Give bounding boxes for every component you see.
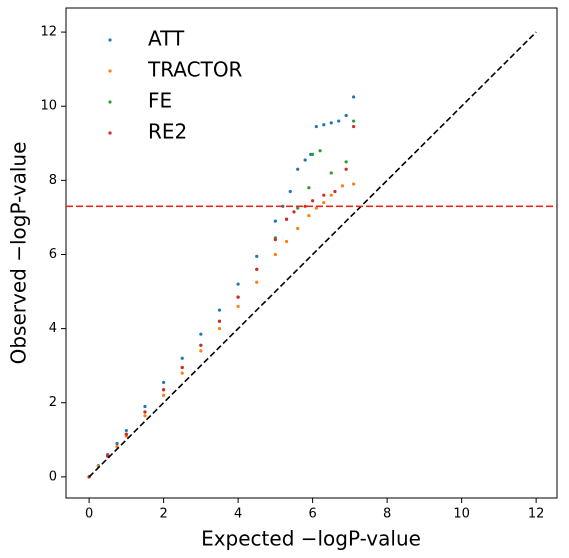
data-point xyxy=(337,119,341,123)
data-point xyxy=(273,238,277,242)
y-tick-label: 8 xyxy=(49,173,57,188)
x-tick-label: 8 xyxy=(383,507,391,522)
data-point xyxy=(180,371,184,375)
data-point xyxy=(296,226,300,231)
data-point xyxy=(199,343,203,347)
data-point xyxy=(255,254,259,258)
data-point xyxy=(143,410,147,414)
data-point xyxy=(273,219,277,223)
data-point xyxy=(288,189,292,194)
data-point xyxy=(236,282,240,286)
data-point xyxy=(236,295,240,299)
x-tick-label: 12 xyxy=(528,507,545,522)
x-tick-label: 6 xyxy=(308,507,316,522)
data-point xyxy=(333,189,337,194)
data-point xyxy=(322,123,326,127)
data-point xyxy=(236,304,240,308)
plot-frame xyxy=(65,7,558,499)
legend-text: RE2 xyxy=(148,120,187,144)
data-point xyxy=(124,428,128,433)
data-point xyxy=(344,113,348,118)
legend-text: TRACTOR xyxy=(147,58,243,82)
data-point xyxy=(329,193,333,197)
legend-text: ATT xyxy=(148,27,185,51)
data-point xyxy=(314,125,318,129)
legend-marker xyxy=(108,69,112,73)
data-point xyxy=(255,280,259,284)
data-point xyxy=(217,319,222,323)
data-point xyxy=(318,149,322,153)
data-point xyxy=(143,414,147,418)
data-point xyxy=(162,380,166,384)
data-point xyxy=(329,171,333,175)
legend-marker xyxy=(108,100,112,104)
data-point xyxy=(284,239,289,244)
data-point xyxy=(217,327,222,331)
diagonal-line xyxy=(88,31,537,478)
legend-marker xyxy=(108,38,112,42)
y-tick-label: 10 xyxy=(40,99,57,114)
y-axis-label: Observed −logP-value xyxy=(7,142,31,365)
data-point xyxy=(351,125,356,129)
data-point xyxy=(199,332,203,336)
y-tick-label: 6 xyxy=(49,247,57,262)
legend-text: FE xyxy=(148,89,172,113)
data-point xyxy=(273,252,277,257)
data-point xyxy=(296,167,300,171)
legend-marker xyxy=(108,131,112,135)
data-point xyxy=(124,432,128,436)
data-point xyxy=(296,206,300,210)
data-point xyxy=(303,158,307,162)
data-point xyxy=(292,210,296,214)
x-tick-label: 2 xyxy=(159,507,167,522)
data-point xyxy=(329,121,333,125)
y-tick-label: 0 xyxy=(49,469,57,484)
data-point xyxy=(162,388,166,392)
data-point xyxy=(340,184,345,188)
data-point xyxy=(344,160,348,164)
data-point xyxy=(351,182,356,186)
x-axis-label: Expected −logP-value xyxy=(201,527,421,551)
x-tick-label: 0 xyxy=(85,507,93,522)
data-point xyxy=(303,204,307,208)
data-point xyxy=(344,167,348,171)
data-point xyxy=(322,193,326,197)
data-point xyxy=(351,95,356,99)
x-tick-label: 10 xyxy=(453,507,470,522)
data-point xyxy=(307,213,311,218)
data-point xyxy=(162,393,166,397)
data-point xyxy=(180,365,184,370)
data-point xyxy=(217,308,222,312)
data-point xyxy=(180,356,184,360)
data-point xyxy=(311,199,315,203)
data-point xyxy=(199,349,203,353)
data-point xyxy=(314,206,318,210)
data-point xyxy=(351,119,356,123)
data-point xyxy=(284,217,289,221)
y-tick-label: 4 xyxy=(49,321,57,336)
data-point xyxy=(311,152,315,157)
y-tick-label: 2 xyxy=(49,395,57,410)
data-point xyxy=(143,404,147,409)
data-point xyxy=(115,441,119,446)
x-tick-label: 4 xyxy=(234,507,242,522)
data-point xyxy=(307,186,311,190)
data-point xyxy=(322,200,326,205)
data-point xyxy=(255,267,259,271)
y-tick-label: 12 xyxy=(40,25,57,40)
